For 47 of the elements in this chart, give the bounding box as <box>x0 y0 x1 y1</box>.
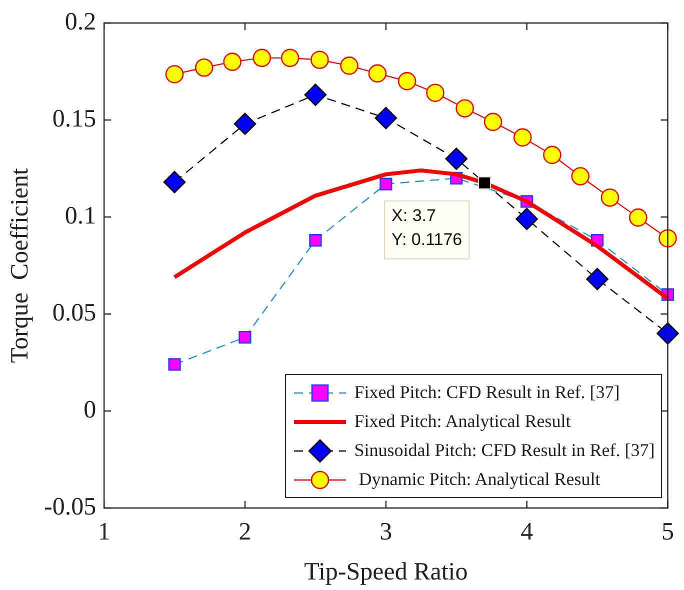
point <box>445 148 468 170</box>
point <box>658 229 677 248</box>
point <box>340 56 358 75</box>
y-tick-label: 0.1 <box>64 202 96 230</box>
point <box>543 146 562 164</box>
x-tick-label: 2 <box>238 518 252 546</box>
point <box>484 112 502 132</box>
legend-label: Sinusoidal Pitch: CFD Result in Ref. [37] <box>354 439 655 462</box>
point <box>398 72 416 90</box>
point <box>374 106 398 130</box>
y-axis-title: Torque Coefficient <box>6 168 34 363</box>
point <box>600 188 620 207</box>
y-tick-label: -0.05 <box>44 494 96 521</box>
point <box>456 99 474 118</box>
legend-label: Fixed Pitch: CFD Result in Ref. [37] <box>354 381 620 404</box>
x-tick-label: 5 <box>662 518 674 546</box>
point <box>380 178 392 190</box>
y-tick-label: 0 <box>84 396 96 424</box>
point <box>163 170 186 194</box>
point <box>629 208 648 227</box>
x-tick-label: 3 <box>380 518 392 546</box>
point <box>168 358 181 371</box>
point <box>368 64 387 83</box>
annotation: X: 3.7 Y: 0.1176 <box>392 206 462 250</box>
y-tick-label: 0.05 <box>52 300 96 327</box>
point <box>238 330 252 344</box>
point <box>234 112 256 136</box>
point <box>252 48 272 68</box>
point <box>309 234 322 247</box>
point <box>280 48 300 68</box>
y-tick-label: 0.2 <box>64 8 96 36</box>
point <box>194 58 214 77</box>
point <box>165 65 184 84</box>
y-tick-label: 0.15 <box>52 106 96 133</box>
x-axis-title: Tip-Speed Ratio <box>304 558 468 586</box>
point <box>571 167 590 186</box>
x-tick-label: 4 <box>520 518 534 546</box>
point <box>586 268 608 290</box>
point <box>516 208 538 230</box>
point <box>426 84 444 102</box>
point <box>304 84 327 106</box>
point <box>513 128 532 147</box>
legend-label: Dynamic Pitch: Analytical Result <box>358 468 600 491</box>
x-tick-label: 1 <box>98 518 110 546</box>
legend-label: Fixed Pitch: Analytical Result <box>354 410 571 433</box>
point <box>310 50 329 70</box>
point <box>223 52 242 71</box>
